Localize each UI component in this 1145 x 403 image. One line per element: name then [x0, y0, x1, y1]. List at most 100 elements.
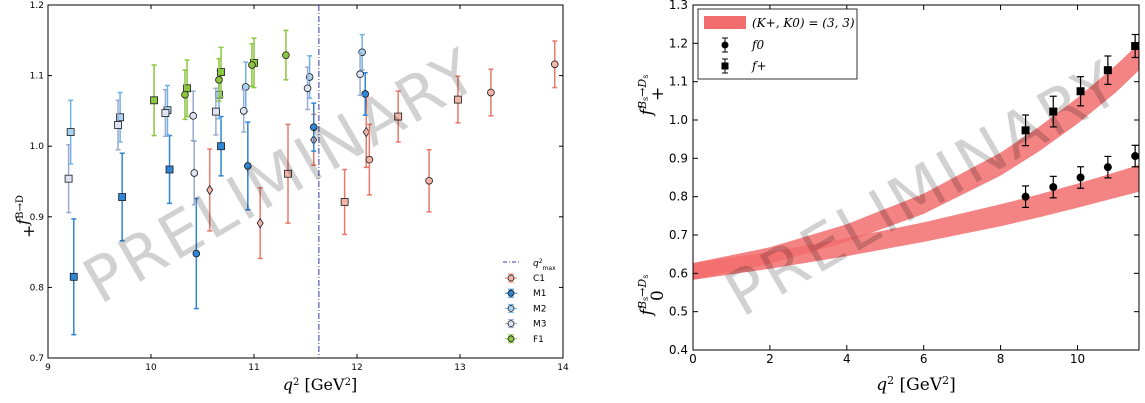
data-point-m1	[165, 134, 174, 205]
data-point-c1	[206, 148, 214, 232]
right-y-axis-label-top: fBs→Ds	[636, 75, 658, 118]
data-point-c1	[454, 75, 462, 124]
circle-marker	[1021, 192, 1030, 201]
data-point-m1	[118, 152, 127, 242]
data-point-c1	[256, 187, 264, 260]
legend-label-m1: M1	[533, 289, 547, 299]
circle-marker	[282, 51, 290, 59]
square-marker	[1103, 66, 1112, 75]
data-point-m1	[192, 197, 201, 310]
left-x-axis-label: q2 [GeV2]	[283, 375, 357, 394]
data-point-c1	[425, 148, 433, 213]
right-y-tick-label: 1.1	[669, 75, 688, 89]
square-marker	[66, 128, 75, 136]
square-marker	[114, 121, 122, 129]
data-point-fplus	[1131, 33, 1140, 59]
square-marker	[1049, 107, 1058, 116]
circle-marker	[190, 169, 199, 177]
data-point-m1	[69, 218, 78, 336]
square-marker	[454, 95, 462, 104]
square-marker	[1021, 126, 1030, 135]
circle-marker	[550, 60, 559, 69]
square-marker	[394, 112, 403, 121]
square-marker	[161, 109, 170, 117]
data-point-m3	[114, 99, 122, 151]
right-x-tick-label: 0	[689, 352, 697, 366]
data-point-m3	[161, 88, 170, 138]
legend-marker	[507, 274, 515, 282]
right-y-axis-label-bottom: fBs→Ds	[636, 275, 658, 318]
square-marker	[69, 272, 78, 281]
circle-marker	[244, 162, 252, 170]
data-point-c1	[487, 68, 495, 117]
data-point-c1	[362, 96, 370, 169]
right-y-tick-label: 0.7	[669, 228, 688, 242]
left-x-tick-label: 10	[145, 363, 157, 373]
square-marker	[217, 142, 225, 151]
left-y-tick-label: 0.8	[30, 283, 45, 293]
square-marker	[211, 107, 220, 116]
left-x-tick-label: 11	[248, 363, 259, 373]
left-y-tick-label: 1.0	[30, 142, 45, 152]
data-point-f1	[150, 64, 158, 137]
data-point-m3	[211, 87, 220, 136]
legend-qmax-label: q2max	[533, 258, 556, 272]
legend-label-f1: F1	[533, 335, 544, 345]
left-legend: q2max C1 M1 M2 M3 F1	[503, 258, 556, 345]
data-point-fplus	[1049, 95, 1058, 128]
right-x-tick-label: 8	[997, 352, 1005, 366]
circle-marker	[1131, 152, 1140, 161]
legend-marker	[507, 304, 515, 312]
right-y-tick-label: 1.3	[669, 0, 688, 12]
data-point-m3	[239, 88, 248, 133]
right-legend: (K+, K0) = (3, 3) f0 f+	[697, 8, 858, 80]
data-point-c1	[365, 123, 374, 196]
data-point-f0	[1131, 144, 1140, 168]
data-point-fplus	[1076, 76, 1085, 107]
left-y-tick-label: 1.2	[30, 1, 44, 11]
legend-fplus-label: f+	[751, 59, 767, 73]
circle-marker	[215, 76, 223, 84]
legend-label-m2: M2	[533, 304, 547, 314]
data-point-m3	[356, 52, 364, 97]
circle-marker	[356, 70, 364, 78]
data-point-f1	[282, 29, 290, 81]
square-marker	[118, 193, 127, 201]
diamond-marker	[206, 184, 214, 196]
square-marker	[284, 169, 292, 178]
circle-marker	[248, 61, 256, 69]
circle-marker	[181, 90, 189, 99]
legend-band-label: (K+, K0) = (3, 3)	[752, 16, 855, 30]
right-plot-frame	[692, 4, 1140, 351]
legend-marker	[507, 335, 515, 343]
diamond-marker	[256, 217, 264, 229]
data-point-m3	[303, 66, 312, 111]
data-point-m1	[244, 121, 252, 211]
data-point-c1	[394, 90, 403, 143]
left-y-axis-subscript: +	[19, 225, 38, 238]
legend-f0-marker	[721, 41, 729, 49]
circle-marker	[1049, 183, 1058, 192]
circle-marker	[1103, 163, 1112, 172]
data-point-fplus	[1103, 55, 1112, 85]
data-point-f0	[1021, 185, 1030, 208]
circle-marker	[425, 176, 433, 185]
square-marker	[340, 198, 349, 206]
data-point-f1	[181, 69, 189, 121]
circle-marker	[361, 90, 370, 98]
right-x-tick-label: 10	[1070, 352, 1085, 366]
data-point-f0	[1049, 175, 1058, 199]
diamond-marker	[362, 126, 370, 138]
legend-label-c1: C1	[533, 274, 545, 284]
right-y-tick-label: 0.4	[669, 343, 688, 357]
circle-marker	[192, 249, 201, 258]
right-y-axis-sub-top: +	[648, 87, 668, 101]
left-y-tick-label: 1.1	[30, 72, 44, 82]
left-x-tick-label: 13	[454, 363, 465, 373]
data-point-m1	[309, 102, 318, 152]
right-y-axis-sub-bottom: 0	[648, 290, 668, 301]
right-y-tick-label: 0.8	[669, 190, 688, 204]
circle-marker	[303, 84, 312, 93]
fzero-band	[693, 164, 1139, 280]
square-marker	[150, 96, 158, 105]
